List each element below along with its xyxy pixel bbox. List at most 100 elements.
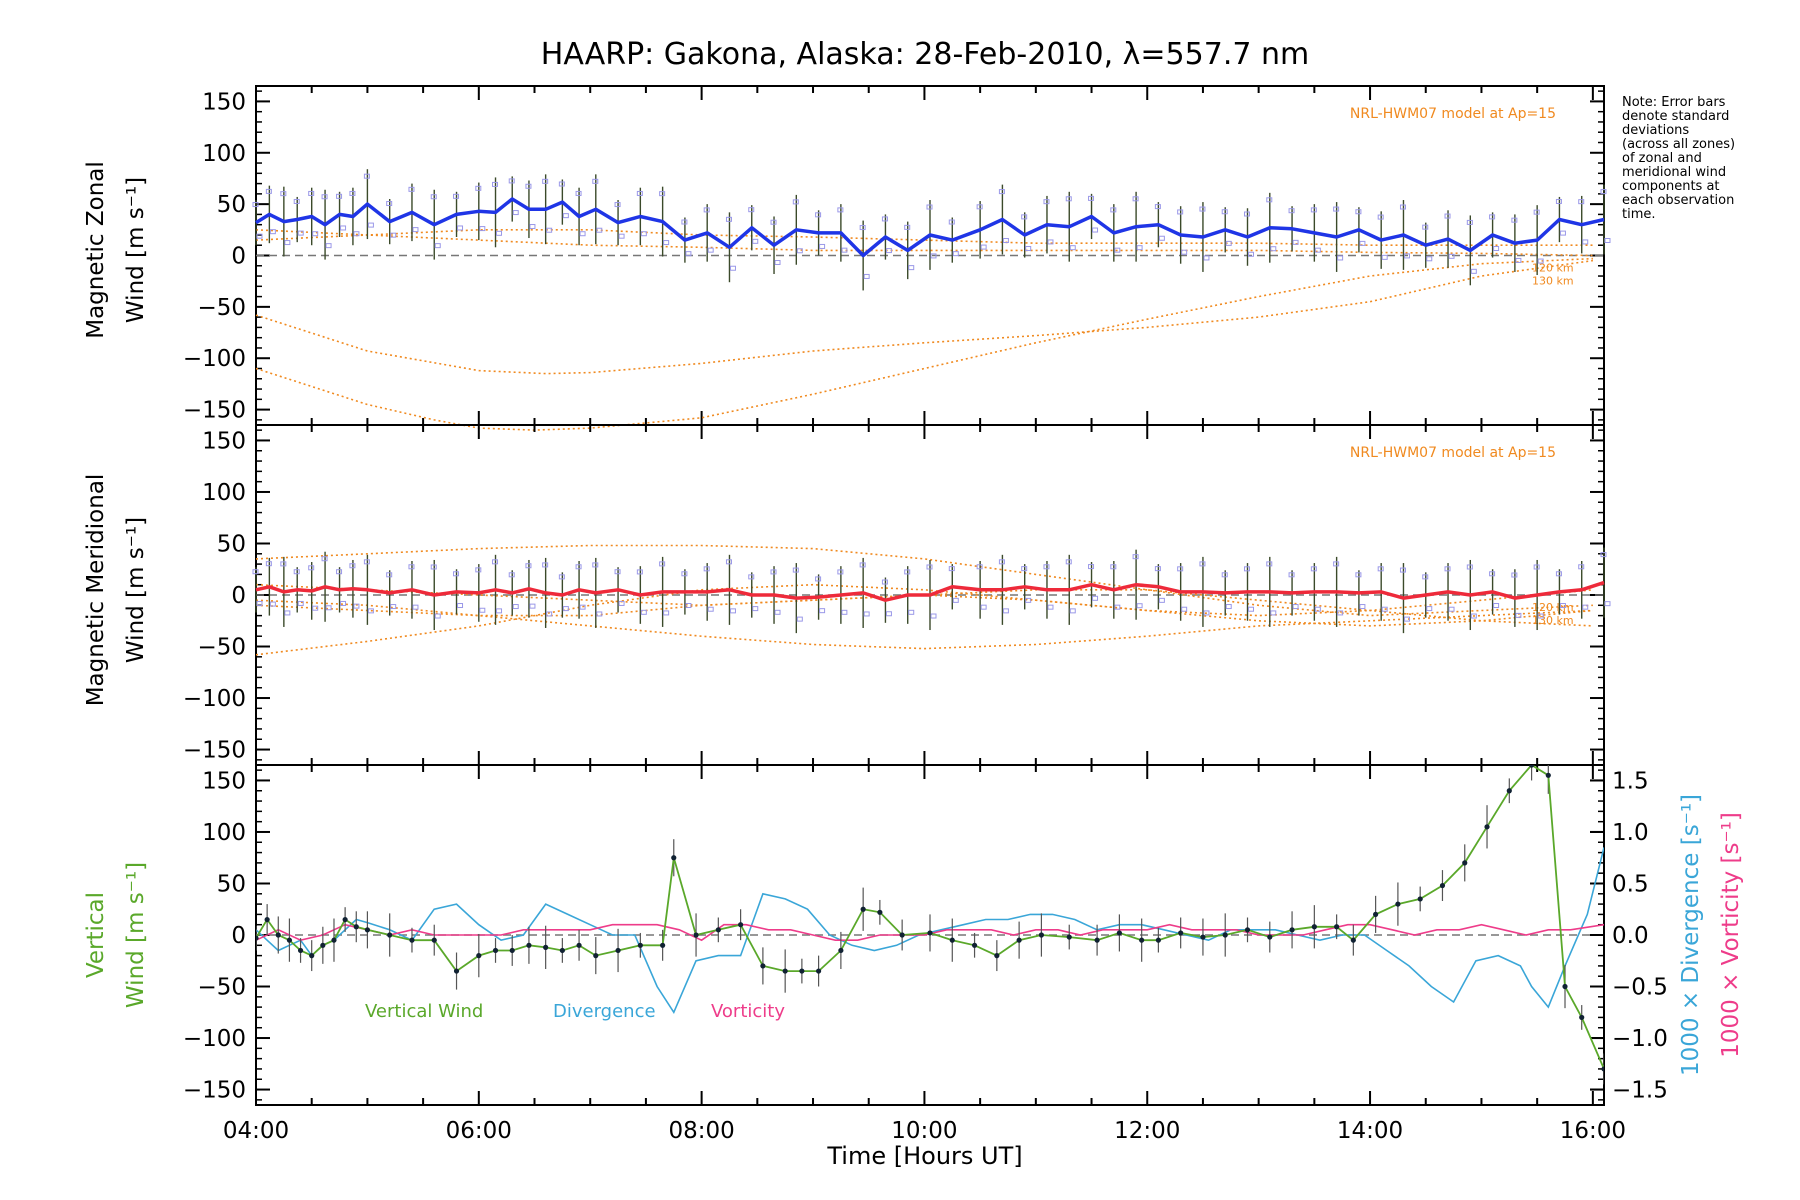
vertical-wind-point bbox=[1579, 1014, 1585, 1021]
zone-point bbox=[1154, 566, 1161, 572]
zone-point bbox=[479, 607, 486, 613]
vertical-plot-area bbox=[256, 765, 1604, 1085]
meridional-ylabel: Magnetic Meridional Wind [m s⁻¹] bbox=[83, 474, 149, 707]
zonal-wind-panel: 150 100 50 0 −50 −100 −150 NRL-HWM07 model at A… bbox=[183, 85, 1611, 431]
vertical-wind-point bbox=[671, 855, 677, 861]
zone-point bbox=[353, 603, 360, 609]
zone-point bbox=[1515, 612, 1522, 618]
vertical-wind-point bbox=[264, 916, 270, 923]
vertical-wind-point bbox=[1334, 924, 1340, 930]
zone-point bbox=[1533, 209, 1540, 215]
zone-point bbox=[308, 565, 315, 571]
vertical-wind-point bbox=[1289, 927, 1295, 933]
zone-point bbox=[815, 576, 822, 582]
vertical-wind-point bbox=[1267, 934, 1273, 940]
zone-point bbox=[312, 231, 319, 237]
zone-point bbox=[618, 233, 625, 239]
note-line: Note: Error bars bbox=[1622, 95, 1726, 110]
zone-point bbox=[1177, 209, 1184, 215]
zone-point bbox=[1448, 606, 1455, 612]
zone-point bbox=[837, 569, 844, 575]
zone-point bbox=[256, 233, 263, 239]
zone-point bbox=[575, 190, 582, 196]
zone-point bbox=[592, 178, 599, 184]
zone-point bbox=[408, 186, 415, 192]
zone-point bbox=[663, 240, 670, 246]
zone-point bbox=[703, 207, 710, 213]
svg-text:Wind [m s⁻¹]: Wind [m s⁻¹] bbox=[123, 177, 149, 323]
zone-point bbox=[293, 569, 300, 575]
zone-point bbox=[1333, 561, 1340, 567]
note-line: meridional wind bbox=[1622, 165, 1727, 180]
vertical-wind-point bbox=[364, 927, 371, 933]
vertical-wind-point bbox=[860, 906, 866, 912]
vertical-wind-point bbox=[760, 963, 766, 969]
zone-point bbox=[1092, 595, 1099, 601]
zone-point bbox=[863, 273, 870, 279]
zone-point bbox=[592, 562, 599, 568]
y-tick-label: 100 bbox=[202, 141, 246, 167]
zone-point bbox=[1225, 240, 1232, 246]
zone-point bbox=[336, 569, 343, 575]
zone-point bbox=[529, 224, 536, 230]
zone-point bbox=[1244, 566, 1251, 572]
zone-point bbox=[546, 611, 553, 617]
y2-tick-label: 1.5 bbox=[1612, 768, 1649, 794]
zone-point bbox=[1310, 566, 1317, 572]
zone-point bbox=[1422, 224, 1429, 230]
y-tick-label: 0 bbox=[231, 244, 246, 270]
y-tick-label: 150 bbox=[202, 768, 246, 794]
zone-point bbox=[1158, 597, 1165, 603]
zone-point bbox=[1088, 195, 1095, 201]
zone-point bbox=[321, 194, 328, 200]
zone-point bbox=[408, 564, 415, 570]
zone-point bbox=[614, 202, 621, 208]
note-line: (across all zones) bbox=[1622, 137, 1736, 152]
zone-point bbox=[1511, 572, 1518, 578]
svg-text:Wind [m s⁻¹]: Wind [m s⁻¹] bbox=[123, 517, 149, 663]
zone-point bbox=[1248, 606, 1255, 612]
zone-point bbox=[508, 178, 515, 184]
zone-point bbox=[976, 564, 983, 570]
zone-point bbox=[1403, 253, 1410, 259]
zone-point bbox=[1555, 198, 1562, 204]
zone-point bbox=[952, 251, 959, 257]
zone-point bbox=[770, 569, 777, 575]
zone-point bbox=[386, 201, 393, 207]
zone-point bbox=[434, 613, 441, 619]
zone-point bbox=[308, 190, 315, 196]
zone-point bbox=[1470, 268, 1477, 274]
right-ylabels: 1000 × Divergence [s⁻¹] 1000 × Vorticity… bbox=[1678, 794, 1744, 1076]
x-tick-label: 08:00 bbox=[668, 1118, 734, 1144]
zone-point bbox=[1515, 257, 1522, 263]
zone-point bbox=[340, 600, 347, 606]
y-tick-label: −50 bbox=[197, 975, 246, 1001]
zone-point bbox=[496, 608, 503, 614]
vertical-wind-point bbox=[899, 932, 905, 938]
zone-point bbox=[707, 606, 714, 612]
zone-point bbox=[1270, 610, 1277, 616]
zone-point bbox=[796, 248, 803, 254]
vertical-wind-point bbox=[1562, 983, 1568, 990]
legend-divergence: Divergence bbox=[553, 1001, 656, 1022]
zone-point bbox=[614, 569, 621, 575]
y-tick-label: 50 bbox=[217, 192, 246, 218]
zone-point bbox=[1355, 572, 1362, 578]
zone-point bbox=[1537, 258, 1544, 264]
y-tick-label: −50 bbox=[197, 295, 246, 321]
vertical-wind-point bbox=[994, 953, 1000, 959]
y-tick-label: −150 bbox=[183, 1078, 246, 1104]
note-line: components at bbox=[1622, 179, 1720, 194]
y-tick-label: 0 bbox=[231, 923, 246, 949]
vertical-ylabel: Vertical Wind [m s⁻¹] bbox=[83, 862, 149, 1008]
zone-point bbox=[349, 563, 356, 569]
zone-point bbox=[752, 238, 759, 244]
zone-point bbox=[729, 265, 736, 271]
zone-point bbox=[998, 559, 1005, 565]
zone-point bbox=[618, 600, 625, 606]
note-line: each observation bbox=[1622, 193, 1735, 208]
zone-point bbox=[926, 564, 933, 570]
zone-point bbox=[412, 227, 419, 233]
zone-point bbox=[1158, 235, 1165, 241]
zone-point bbox=[1248, 251, 1255, 257]
